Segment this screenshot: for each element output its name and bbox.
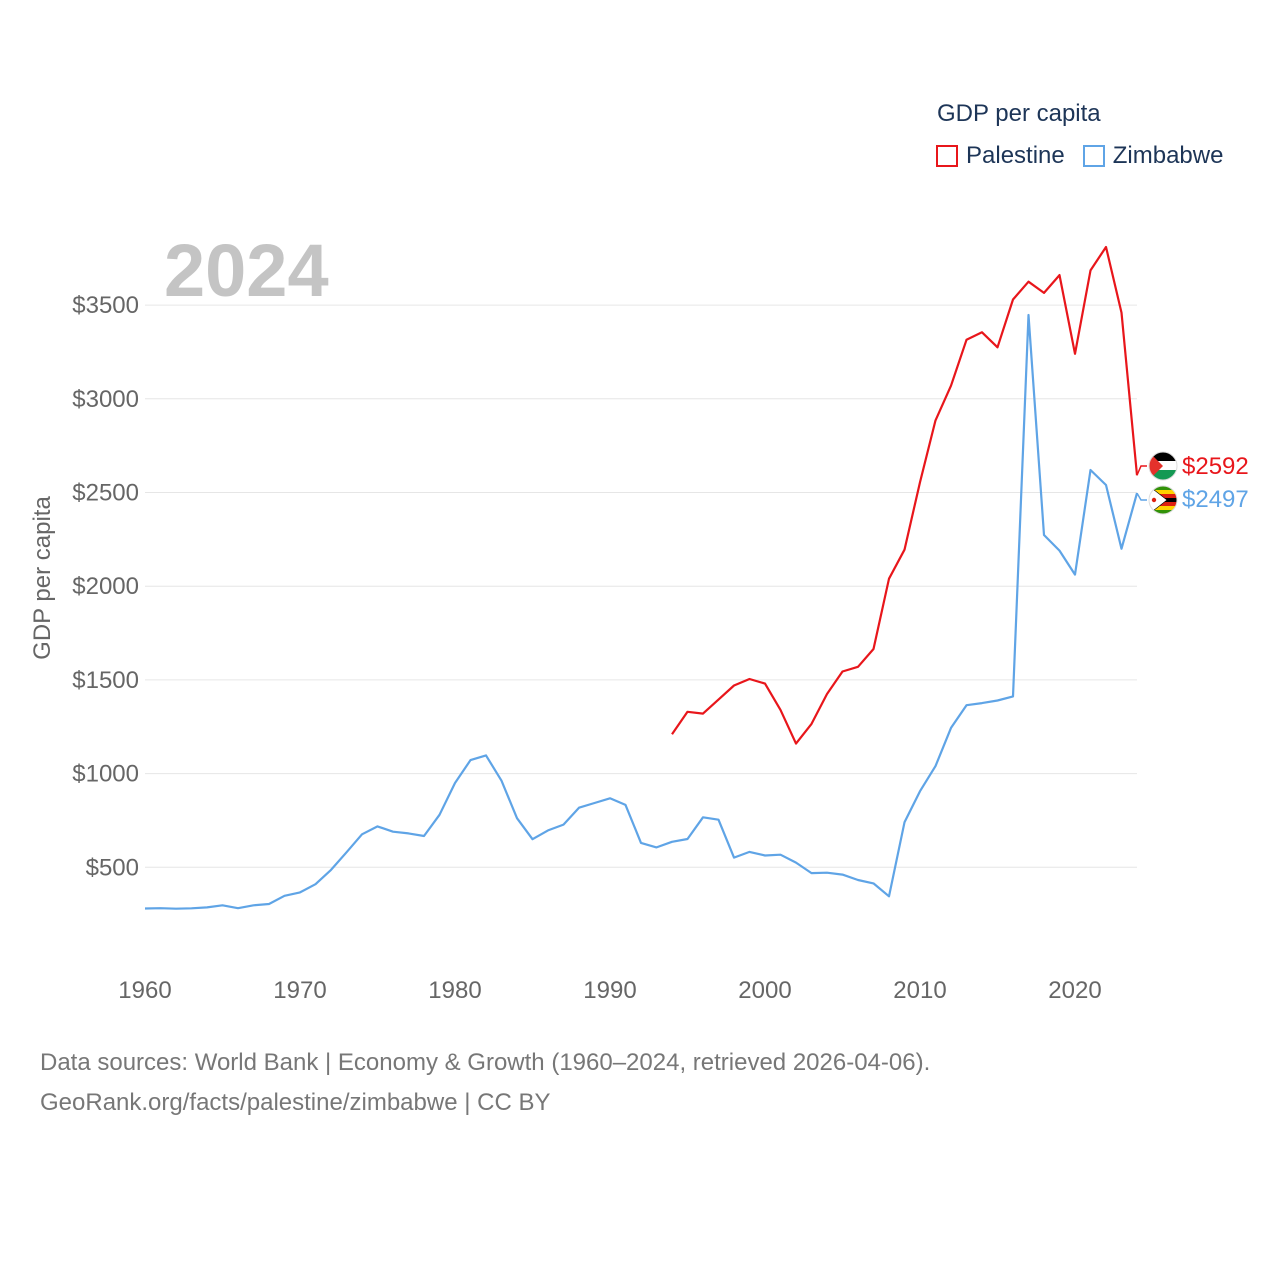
y-tick-label: $1000	[72, 761, 139, 788]
end-connector-zimbabwe	[1136, 492, 1147, 501]
y-tick-label: $3000	[72, 386, 139, 413]
y-tick-label: $3500	[72, 292, 139, 319]
y-tick-label: $2000	[72, 573, 139, 600]
legend-swatch-palestine	[936, 145, 958, 167]
palestine-flag-icon	[1149, 452, 1177, 480]
series-line-zimbabwe[interactable]	[144, 313, 1139, 910]
zimbabwe-flag-icon	[1149, 486, 1177, 514]
x-tick-label: 1990	[583, 977, 636, 1004]
series	[144, 245, 1147, 910]
footer-sources: Data sources: World Bank | Economy & Gro…	[40, 1049, 931, 1076]
x-tick-label: 1960	[118, 977, 171, 1004]
grid	[145, 304, 1137, 868]
legend-item-palestine[interactable]: Palestine	[936, 142, 1065, 170]
x-tick-label: 2010	[893, 977, 946, 1004]
legend-title: GDP per capita	[937, 100, 1101, 127]
end-connector-palestine	[1136, 465, 1147, 476]
legend-label-palestine: Palestine	[966, 142, 1065, 169]
legend-item-zimbabwe[interactable]: Zimbabwe	[1082, 142, 1224, 170]
series-line-palestine[interactable]	[671, 245, 1139, 745]
x-tick-label: 2000	[738, 977, 791, 1004]
footer: Data sources: World Bank | Economy & Gro…	[40, 1043, 930, 1123]
legend: Palestine Zimbabwe	[936, 142, 1241, 170]
y-tick-label: $1500	[72, 667, 139, 694]
legend-label-zimbabwe: Zimbabwe	[1112, 142, 1224, 169]
y-tick-label: $500	[86, 854, 139, 881]
x-tick-label: 2020	[1048, 977, 1101, 1004]
x-tick-label: 1980	[428, 977, 481, 1004]
end-label-palestine: $2592	[1182, 453, 1249, 480]
y-tick-label: $2500	[72, 480, 139, 507]
x-tick-label: 1970	[273, 977, 326, 1004]
footer-link[interactable]: GeoRank.org/facts/palestine/zimbabwe | C…	[40, 1089, 551, 1116]
end-label-zimbabwe: $2497	[1182, 486, 1249, 513]
year-label: 2024	[164, 229, 329, 312]
axes: $500 $1000 $1500 $2000 $2500 $3000 $3500 1960 19…	[72, 292, 1101, 1004]
legend-swatch-zimbabwe	[1082, 145, 1105, 167]
